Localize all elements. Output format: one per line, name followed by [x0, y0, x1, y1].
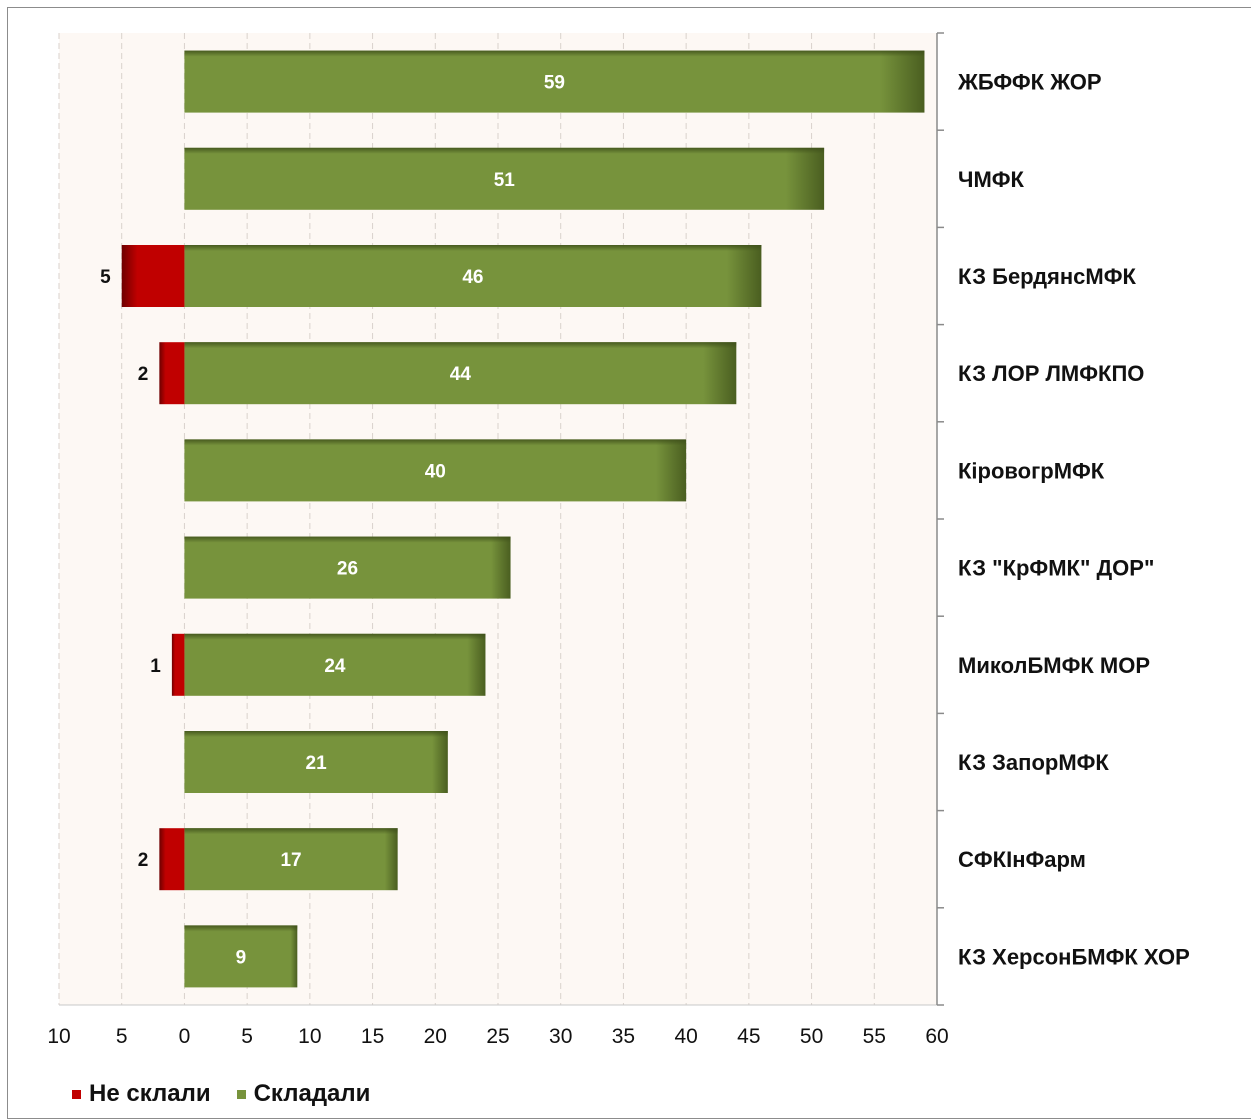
data-label-passed: 46 [462, 267, 483, 288]
data-label-not-passed: 2 [138, 850, 149, 871]
bar-passed [184, 245, 762, 307]
legend-item-not-passed: Не склали [72, 1080, 211, 1108]
data-label-not-passed: 5 [100, 267, 111, 288]
data-label-passed: 9 [236, 947, 247, 968]
data-label-passed: 24 [324, 656, 346, 677]
x-tick-label: 15 [361, 1025, 384, 1048]
data-label-passed: 51 [494, 170, 516, 191]
bar-passed-shade [184, 50, 925, 57]
x-tick-label: 10 [47, 1025, 70, 1048]
x-tick-label: 5 [241, 1025, 253, 1048]
category-label: СФКІнФарм [958, 847, 1086, 872]
category-label: КЗ ЗапорМФК [958, 750, 1109, 775]
bar-passed-shade [184, 828, 398, 835]
x-tick-label: 40 [674, 1025, 697, 1048]
category-label: КЗ БердянсМФК [958, 264, 1137, 289]
bar-passed [184, 147, 825, 210]
category-label: ЖБФФК ЖОР [957, 70, 1102, 95]
category-label: ЧМФК [958, 167, 1025, 192]
data-label-passed: 40 [425, 461, 446, 482]
x-tick-label: 10 [298, 1025, 321, 1048]
x-tick-label: 60 [925, 1025, 948, 1048]
x-tick-label: 55 [863, 1025, 886, 1048]
legend: Не склали Складали [72, 1080, 370, 1108]
data-label-not-passed: 2 [138, 364, 149, 385]
data-label-passed: 44 [450, 364, 472, 385]
legend-item-passed: Складали [236, 1080, 371, 1108]
bar-passed [184, 731, 448, 793]
data-label-passed: 59 [544, 73, 565, 94]
bar-passed [184, 828, 398, 891]
bar-passed [184, 633, 486, 696]
bar-passed [184, 50, 925, 113]
x-tick-label: 20 [424, 1025, 447, 1048]
data-label-passed: 17 [280, 850, 301, 871]
bar-passed-shade [184, 731, 448, 737]
x-tick-label: 50 [800, 1025, 823, 1048]
category-label: МиколБМФК МОР [958, 653, 1150, 678]
legend-label-not-passed: Не склали [89, 1080, 211, 1107]
bar-passed [184, 536, 511, 599]
bar-not-passed [159, 828, 185, 891]
data-label-passed: 26 [337, 559, 358, 580]
bar-passed [184, 925, 298, 988]
bar-passed-shade [184, 245, 762, 251]
x-tick-label: 5 [116, 1025, 128, 1048]
bar-not-passed [171, 633, 185, 696]
category-label: КЗ ХерсонБМФК ХОР [958, 944, 1190, 969]
bar-passed [184, 439, 687, 502]
legend-label-passed: Складали [253, 1080, 371, 1107]
bar-passed-shade [184, 536, 511, 543]
bar-not-passed [121, 245, 185, 307]
bar-passed-shade [184, 439, 687, 446]
data-label-passed: 21 [306, 753, 328, 774]
legend-swatch-passed [236, 1089, 246, 1099]
x-tick-label: 0 [179, 1025, 191, 1048]
category-label: КЗ "КрФМК" ДОР" [958, 556, 1154, 581]
x-tick-label: 30 [549, 1025, 572, 1048]
bar-passed-shade [184, 925, 298, 932]
x-tick-label: 45 [737, 1025, 760, 1048]
category-label: КіровогрМФК [958, 458, 1105, 483]
bar-passed [184, 342, 737, 405]
bar-marks [121, 50, 925, 988]
x-tick-label: 25 [486, 1025, 509, 1048]
x-tick-label: 35 [612, 1025, 635, 1048]
category-label: КЗ ЛОР ЛМФКПО [958, 361, 1144, 386]
bar-passed-shade [184, 342, 737, 349]
data-label-not-passed: 1 [150, 656, 161, 677]
legend-swatch-not-passed [72, 1089, 81, 1099]
bar-passed-shade [184, 147, 825, 154]
bar-not-passed [159, 342, 185, 405]
bar-passed-shade [184, 633, 486, 640]
